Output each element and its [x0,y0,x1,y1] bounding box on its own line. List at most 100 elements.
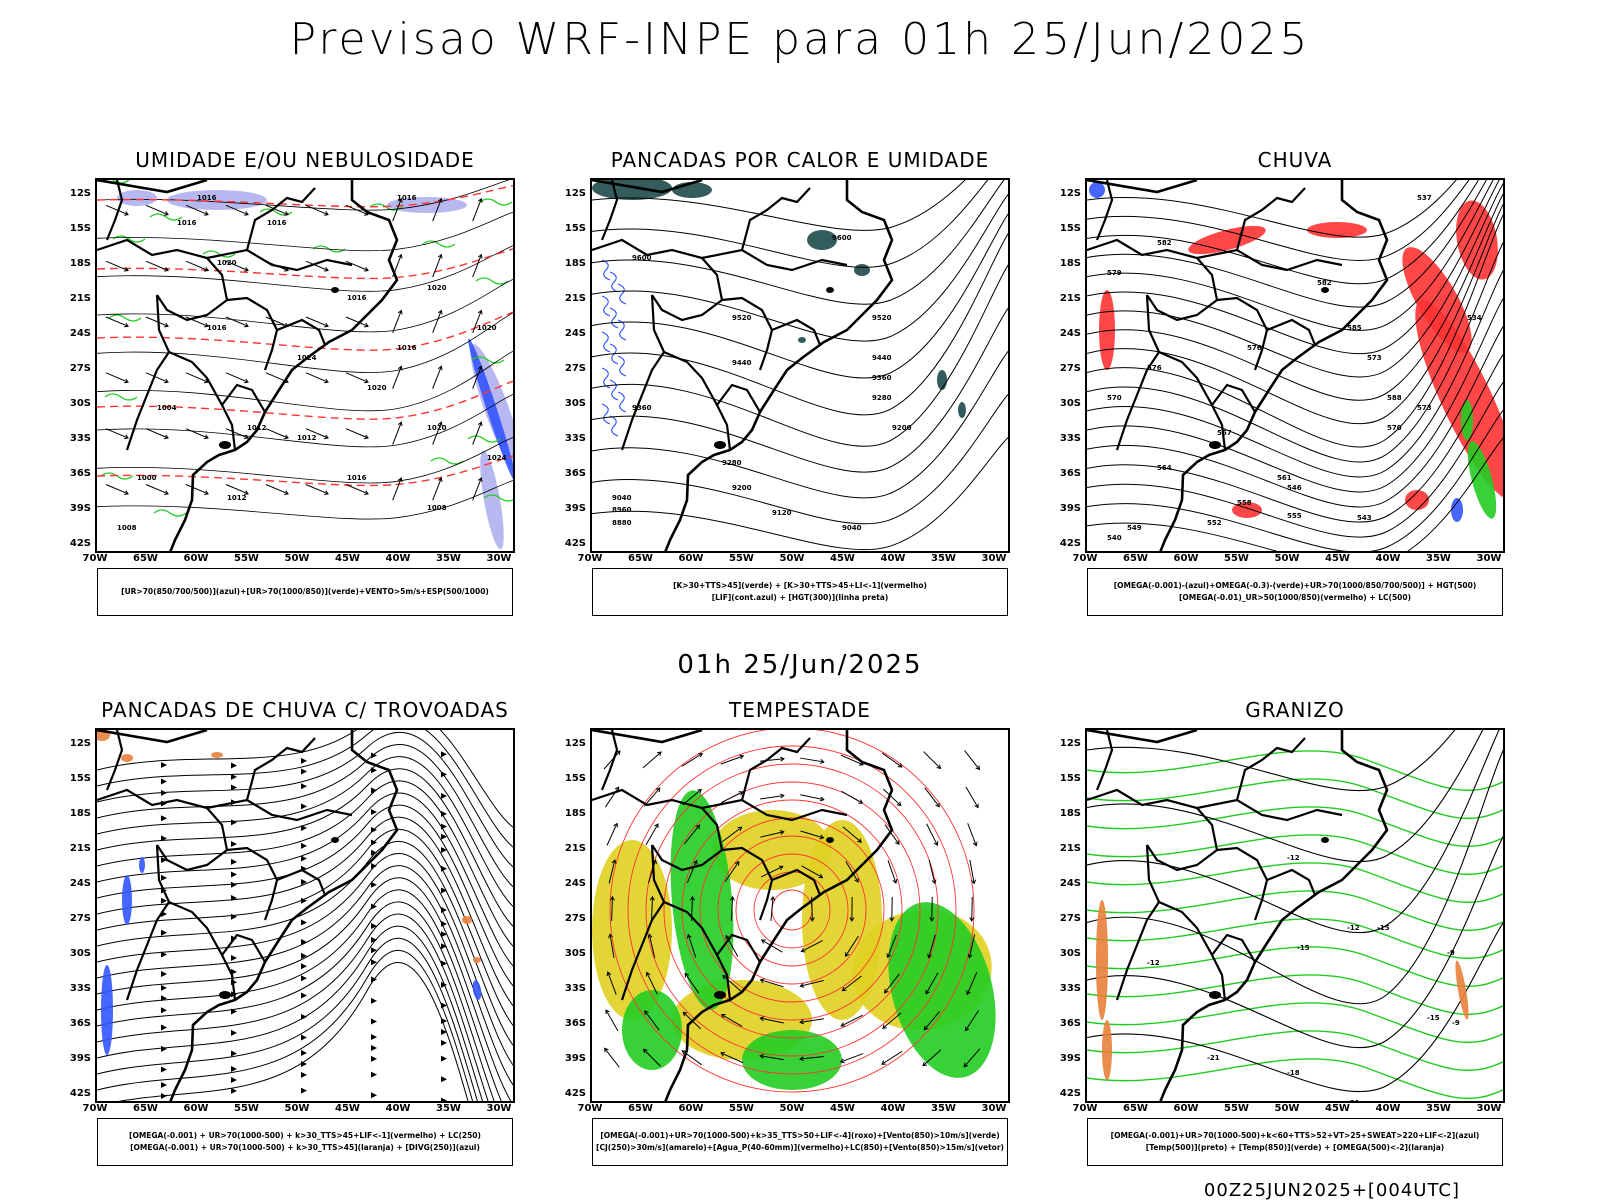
wind-vector [682,754,702,767]
lat-label: 42S [1055,1088,1081,1099]
contour-label: 573 [1417,404,1432,412]
storm-area [211,752,223,758]
panel-title-chuva: CHUVA [1085,148,1505,172]
lat-label: 12S [1055,738,1081,749]
lon-label: 55W [724,1103,760,1114]
wind-vector [433,255,442,277]
legend-box-pancadas_calor: [K>30+TTS>45](verde) + [K>30+TTS>45+LI<-… [592,568,1008,616]
lat-label: 36S [65,468,91,479]
country-border [602,730,617,790]
country-border [1237,738,1305,800]
lon-label: 30W [976,553,1012,564]
streamline-arrow [441,793,447,799]
contour-line [1087,730,1505,791]
lake [1209,441,1221,449]
lon-label: 35W [926,1103,962,1114]
instability-area [937,370,947,390]
contour-label: 1016 [267,219,287,227]
lon-label: 65W [1118,1103,1154,1114]
streamline-arrow [231,762,237,768]
contour-label: 1016 [347,474,367,482]
contour-label: 9600 [832,234,852,242]
streamline-arrow [231,871,237,877]
contour-label: -12 [1147,959,1160,967]
humidity-1000-850 [154,510,186,516]
contour-label: 8960 [612,506,632,514]
lon-label: 65W [623,1103,659,1114]
lon-label: 55W [229,553,265,564]
country-border [1212,385,1255,412]
contour-label: 1012 [227,494,247,502]
lat-label: 18S [65,258,91,269]
lat-label: 39S [1055,1053,1081,1064]
country-border [222,385,265,412]
contour-label: 1008 [427,504,447,512]
wind-vector [842,791,863,803]
contour-label: -9 [1447,949,1455,957]
contour-line [97,211,515,251]
streamline-arrow [301,758,307,764]
panel-title-umidade: UMIDADE E/OU NEBULOSIDADE [95,148,515,172]
streamline-arrow [231,1030,237,1036]
lat-label: 24S [1055,878,1081,889]
streamline-arrow [301,1034,307,1040]
lat-label: 12S [65,188,91,199]
lat-label: 36S [560,1018,586,1029]
country-border [702,250,847,270]
contour-line [1087,180,1505,261]
contour-line [1087,918,1505,1092]
streamline-arrow [371,809,377,815]
lat-label: 30S [65,948,91,959]
divergence-area [122,875,132,925]
lat-label: 15S [560,223,586,234]
contour-line [592,347,1010,498]
wind-vector [760,757,784,761]
lon-label: 65W [623,553,659,564]
lon-label: 50W [279,553,315,564]
lon-label: 70W [1067,1103,1103,1114]
wind-850-area [663,788,742,1012]
omega-500-area [1096,900,1108,1020]
lif-contour [602,260,610,280]
lif-contour [610,308,618,328]
contour-label: 1016 [177,219,197,227]
temp-850-contour [1087,751,1505,791]
lake [1321,837,1329,843]
legend-line: [K>30+TTS>45](verde) + [K>30+TTS>45+LI<-… [593,580,1007,592]
lat-label: 27S [1055,363,1081,374]
wind-vector [800,795,823,801]
contour-label: 1016 [207,324,227,332]
wind-vector [146,373,168,383]
streamline-arrow [161,971,167,977]
wind-vector [606,1010,618,1031]
country-border [622,352,664,450]
lon-label: 70W [572,553,608,564]
lon-label: 45W [1320,553,1356,564]
lat-label: 27S [65,913,91,924]
lon-label: 55W [1219,553,1255,564]
wind-vector [346,429,368,439]
streamline-arrow [161,790,167,796]
lat-label: 36S [1055,1018,1081,1029]
lon-label: 40W [380,553,416,564]
streamline-arrow [301,855,307,861]
contour-label: 9360 [872,374,892,382]
contour-label: -9 [1452,1019,1460,1027]
lat-label: 30S [560,398,586,409]
divergence-area [471,979,482,1000]
instability-area [854,264,870,276]
lat-label: 18S [65,808,91,819]
omega-500-area [1453,960,1471,1020]
lif-contour [610,380,618,400]
legend-line: [OMEGA(-0.001)-(azul)+OMEGA(-0.3)-(verde… [1088,580,1502,592]
lon-label: 70W [77,553,113,564]
lat-label: 42S [560,538,586,549]
streamline-arrow [161,898,167,904]
legend-line: [OMEGA(-0.01)_UR>50(1000/850)(vermelho) … [1088,592,1502,604]
contour-label: 9440 [872,354,892,362]
instability-area [798,337,806,343]
wind-vector [306,373,328,383]
contour-label: 9520 [872,314,892,322]
wind-vector [966,787,978,808]
